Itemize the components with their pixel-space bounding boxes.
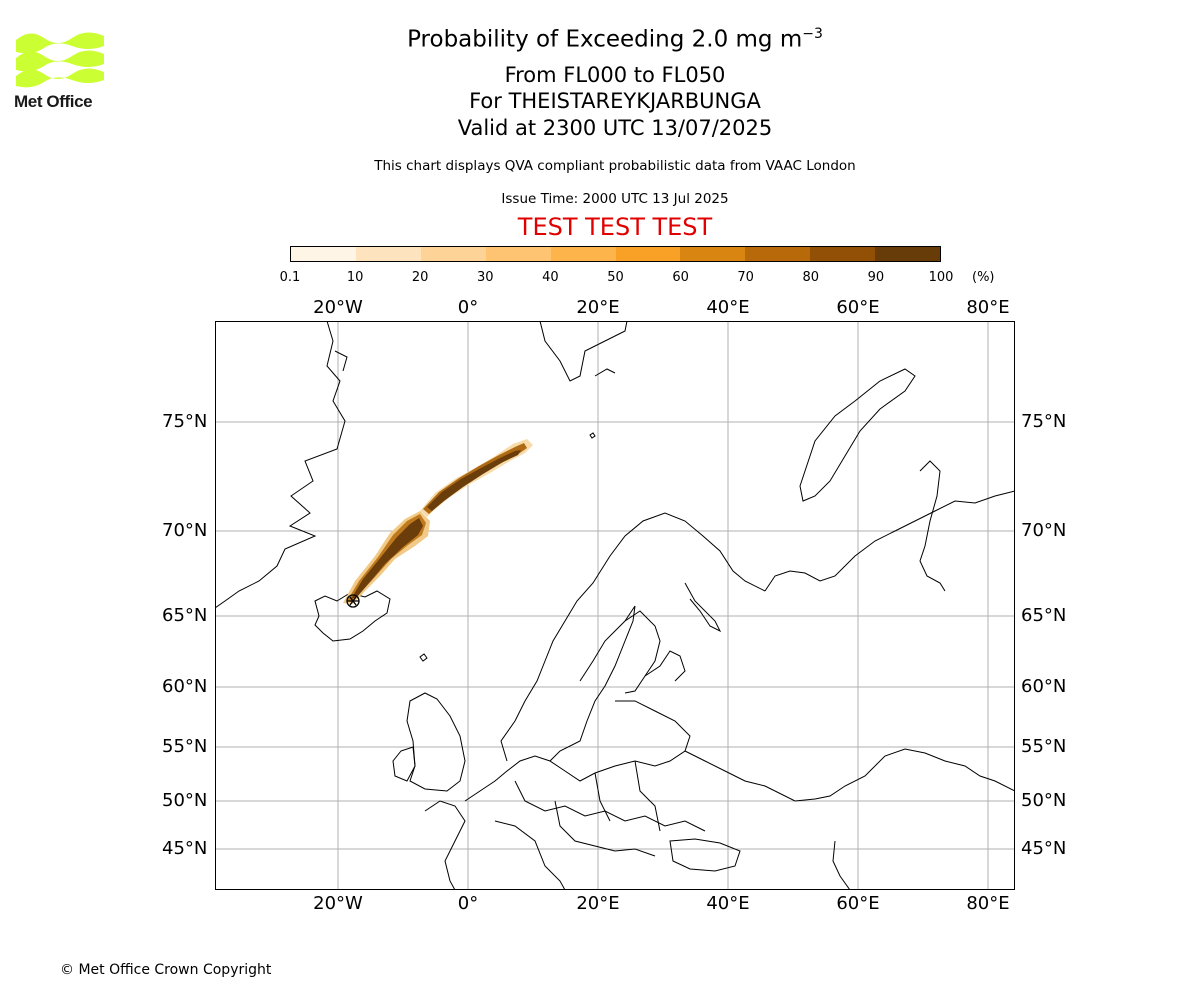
flight-level-range: From FL000 to FL050 — [504, 63, 726, 87]
colorbar-segment — [485, 247, 551, 261]
volcano-name: For THEISTAREYKJARBUNGA — [469, 89, 761, 113]
longitude-label: 20°E — [576, 297, 620, 318]
latitude-label: 45°N — [162, 838, 208, 859]
issue-time: Issue Time: 2000 UTC 13 Jul 2025 — [501, 191, 729, 207]
longitude-label: 20°E — [576, 893, 620, 914]
colorbar-tick: 70 — [737, 270, 754, 285]
colorbar-tick: 10 — [346, 270, 364, 285]
latitude-label: 75°N — [1021, 411, 1067, 432]
ash-plume — [343, 439, 533, 608]
longitude-label: 40°E — [706, 893, 750, 914]
brand-name: Met Office — [14, 92, 93, 111]
longitude-label: 60°E — [836, 893, 880, 914]
coastlines — [215, 321, 1015, 890]
test-banner: TEST TEST TEST — [517, 213, 713, 241]
europe-map — [215, 321, 1015, 890]
met-office-logo-icon — [16, 32, 104, 88]
latitude-label: 55°N — [162, 736, 208, 757]
colorbar-tick: 0.1 — [279, 270, 301, 285]
colorbar-segment — [680, 247, 746, 261]
latitude-label: 50°N — [162, 790, 208, 811]
colorbar-tick: 60 — [672, 270, 689, 285]
longitude-label: 40°E — [706, 297, 750, 318]
colorbar-tick: 40 — [542, 270, 559, 285]
colorbar-tick: 80 — [802, 270, 820, 285]
chart-title: Probability of Exceeding 2.0 mg m−3 — [407, 26, 823, 53]
latitude-label: 45°N — [1021, 838, 1067, 859]
longitude-label: 80°E — [966, 893, 1010, 914]
latitude-label: 70°N — [1021, 520, 1067, 541]
longitude-label: 0° — [457, 297, 479, 318]
longitude-label: 0° — [457, 893, 479, 914]
latitude-label: 60°N — [162, 676, 208, 697]
colorbar-segment — [291, 247, 356, 261]
colorbar-segment — [875, 247, 941, 261]
latitude-label: 50°N — [1021, 790, 1067, 811]
colorbar-segment — [550, 247, 616, 261]
colorbar-tick: 100 — [928, 270, 954, 285]
longitude-label: 80°E — [966, 297, 1010, 318]
latitude-label: 65°N — [162, 605, 208, 626]
longitude-label: 20°W — [313, 893, 363, 914]
colorbar-tick: 20 — [411, 270, 429, 285]
copyright: © Met Office Crown Copyright — [60, 962, 272, 978]
colorbar-unit: (%) — [972, 270, 995, 285]
colorbar-tick: 30 — [477, 270, 494, 285]
latitude-label: 70°N — [162, 520, 208, 541]
colorbar-segment — [615, 247, 681, 261]
colorbar-tick: 90 — [867, 270, 885, 285]
valid-time: Valid at 2300 UTC 13/07/2025 — [457, 116, 773, 140]
colorbar-segment — [355, 247, 421, 261]
colorbar-segment — [420, 247, 486, 261]
longitude-label: 20°W — [313, 297, 363, 318]
probability-colorbar — [290, 246, 941, 262]
title-exponent: −3 — [802, 26, 823, 42]
latitude-label: 75°N — [162, 411, 208, 432]
latitude-label: 65°N — [1021, 605, 1067, 626]
colorbar-segment — [810, 247, 876, 261]
longitude-label: 60°E — [836, 297, 880, 318]
latitude-label: 60°N — [1021, 676, 1067, 697]
latitude-label: 55°N — [1021, 736, 1067, 757]
colorbar-tick: 50 — [607, 270, 624, 285]
colorbar-segment — [745, 247, 811, 261]
chart-subtitle: This chart displays QVA compliant probab… — [374, 158, 856, 174]
